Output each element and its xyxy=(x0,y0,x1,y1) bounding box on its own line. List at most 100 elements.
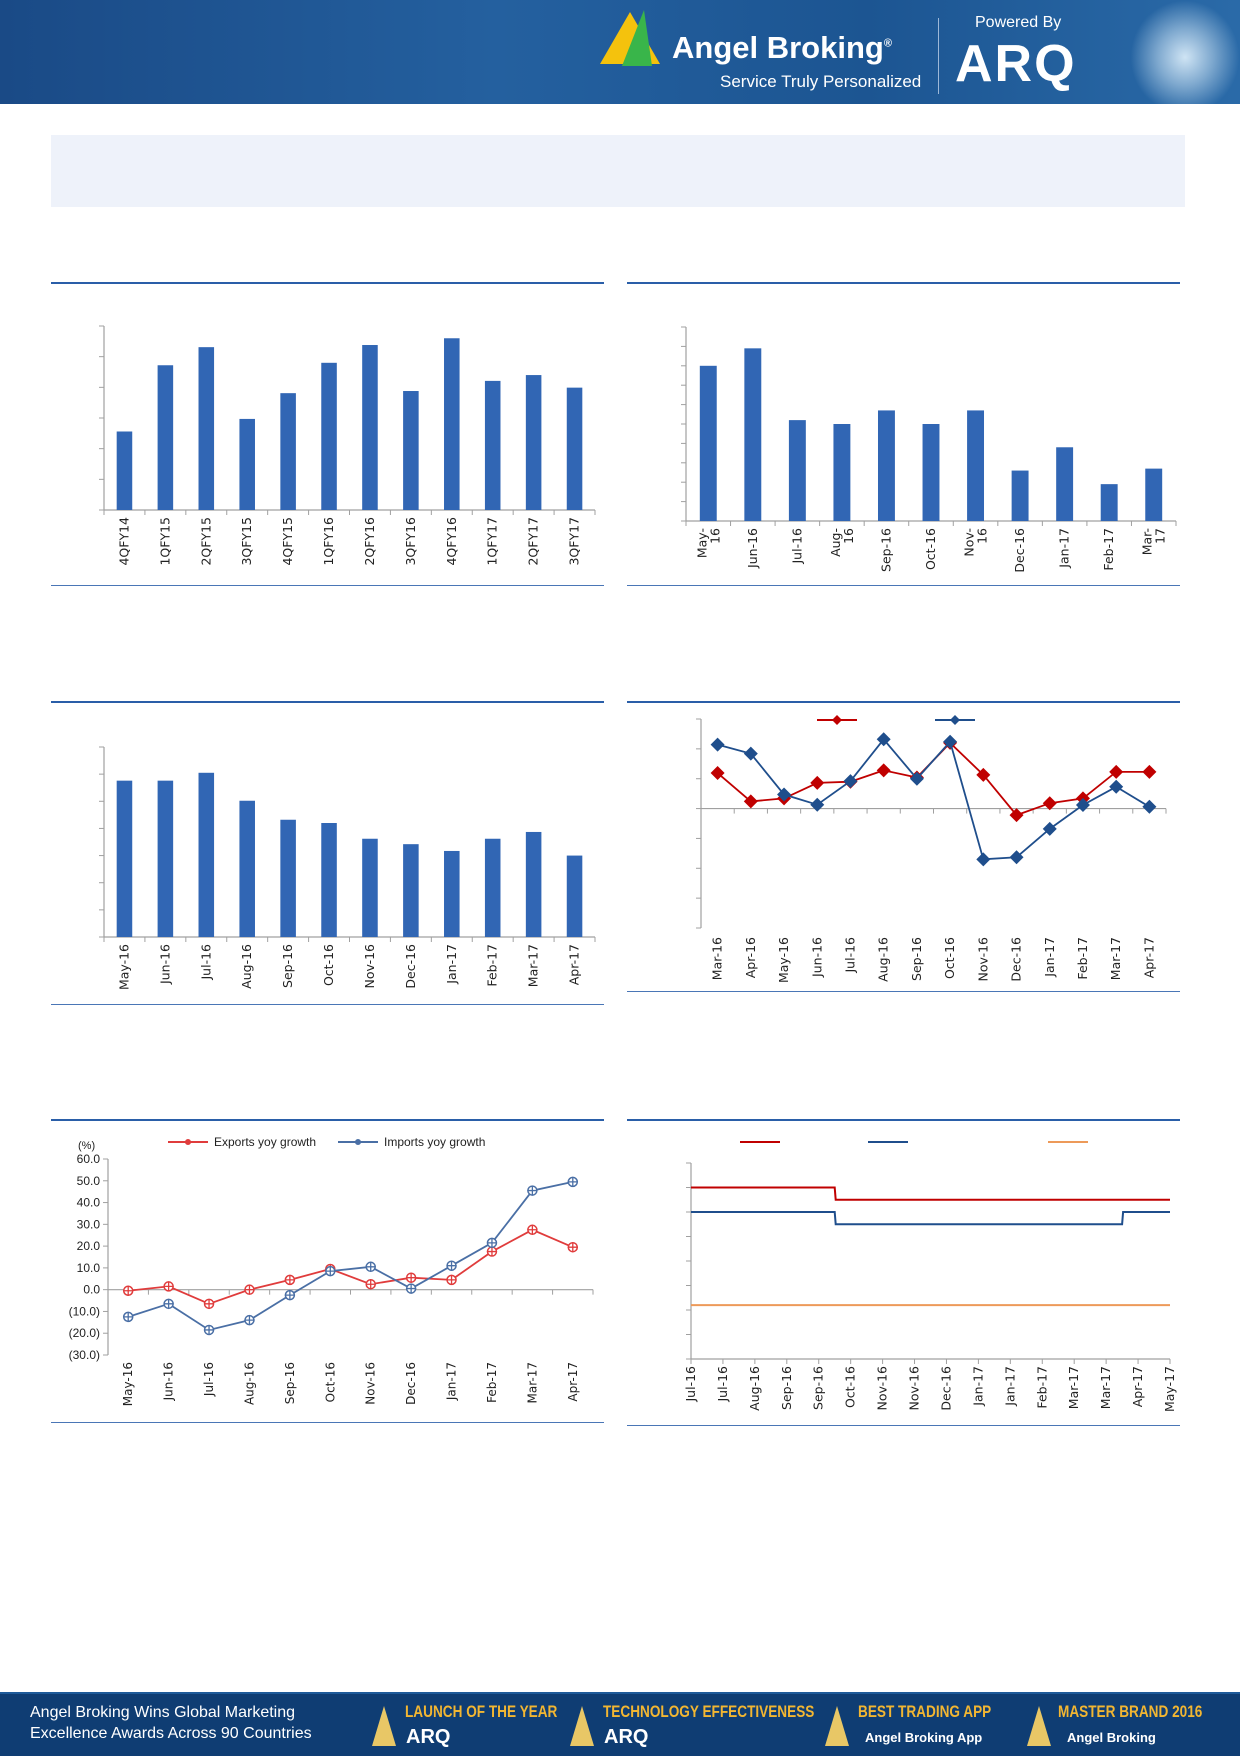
bar xyxy=(239,800,255,937)
x-tick-label: Aug-16 xyxy=(239,944,254,989)
x-tick-label: Oct-16 xyxy=(323,1362,337,1402)
data-point-diamond xyxy=(876,732,891,747)
x-tick-label: Sep-16 xyxy=(283,1362,297,1404)
data-point-cross xyxy=(527,1185,538,1196)
bar xyxy=(566,387,583,510)
bar xyxy=(788,420,806,521)
series-line xyxy=(127,1180,573,1331)
x-tick-label: Jan-17 xyxy=(1057,528,1072,569)
data-point-cross xyxy=(123,1311,134,1322)
bar xyxy=(116,431,133,510)
x-tick-label: Apr-17 xyxy=(1141,937,1156,978)
data-point-cross xyxy=(406,1272,417,1283)
bar xyxy=(116,780,133,937)
x-tick-label: May-16 xyxy=(694,528,722,558)
x-tick-label: Nov-16 xyxy=(364,1362,378,1405)
x-tick-label: Jan-17 xyxy=(445,1362,459,1401)
data-point-cross xyxy=(284,1290,295,1301)
x-tick-label: 3QFY17 xyxy=(567,517,582,566)
bar xyxy=(744,348,762,521)
data-point-cross xyxy=(365,1279,376,1290)
x-tick-label: Jul-16 xyxy=(842,937,857,974)
bar xyxy=(280,393,296,510)
panel-bottom-rule xyxy=(51,1004,604,1005)
x-tick-label: Oct-16 xyxy=(942,937,957,979)
y-tick-label: (30.0) xyxy=(69,1348,100,1362)
footer-text: Angel Broking Wins Global Marketing Exce… xyxy=(30,1702,312,1744)
x-tick-label: Dec-16 xyxy=(1009,937,1024,982)
legend-label: Exports yoy growth xyxy=(214,1135,316,1149)
legend-marker xyxy=(832,715,842,725)
x-tick-label: 4QFY14 xyxy=(116,517,131,566)
x-tick-label: 4QFY16 xyxy=(444,517,459,566)
data-point-diamond xyxy=(1009,850,1024,865)
panel-top-rule xyxy=(51,701,604,703)
data-point-diamond xyxy=(777,787,792,802)
bar xyxy=(1145,468,1163,521)
data-point-diamond xyxy=(743,746,758,761)
x-tick-label: Aug-16 xyxy=(828,528,856,557)
x-tick-label: Jun-16 xyxy=(745,528,760,569)
x-tick-label: Mar-17 xyxy=(1108,937,1123,980)
legend-marker xyxy=(185,1139,191,1145)
powered-by-label: Powered By xyxy=(975,14,1062,31)
x-tick-label: Jul-16 xyxy=(715,1366,730,1403)
x-tick-label: Sep-16 xyxy=(779,1366,794,1410)
data-point-diamond xyxy=(810,797,825,812)
x-tick-label: 1QFY15 xyxy=(157,517,172,566)
data-point-cross xyxy=(284,1274,295,1285)
bar xyxy=(321,823,337,937)
angel-logo-wing-icon xyxy=(622,10,652,66)
y-tick-label: 10.0 xyxy=(77,1261,101,1275)
data-point-diamond xyxy=(810,775,825,790)
x-tick-label: 1QFY16 xyxy=(321,517,336,566)
x-tick-label: 2QFY17 xyxy=(526,517,541,566)
x-tick-label: 4QFY15 xyxy=(280,517,295,566)
award-title: BEST TRADING APP xyxy=(858,1702,992,1721)
data-point-cross xyxy=(244,1284,255,1295)
panel-top-rule xyxy=(627,1119,1180,1121)
x-tick-label: Aug-16 xyxy=(242,1362,256,1405)
x-tick-label: Sep-16 xyxy=(909,937,924,981)
data-point-diamond xyxy=(943,734,958,749)
x-tick-label: 3QFY15 xyxy=(239,517,254,566)
legend-marker xyxy=(950,715,960,725)
y-tick-label: (10.0) xyxy=(69,1304,100,1318)
data-point-cross xyxy=(446,1260,457,1271)
bar xyxy=(362,345,378,510)
data-point-diamond xyxy=(976,852,991,867)
bar xyxy=(157,780,174,937)
bar xyxy=(157,365,174,510)
bar xyxy=(403,844,419,937)
x-tick-label: May-16 xyxy=(121,1362,135,1406)
bar xyxy=(967,410,985,521)
award-title: TECHNOLOGY EFFECTIVENESS xyxy=(603,1702,815,1721)
panel-bottom-rule xyxy=(627,991,1180,992)
x-tick-label: Jan-17 xyxy=(1042,937,1057,978)
arq-logo: ARQ xyxy=(955,35,1077,93)
bar xyxy=(198,772,215,937)
x-tick-label: Sep-16 xyxy=(878,528,893,572)
x-tick-label: Sep-16 xyxy=(811,1366,826,1410)
bar xyxy=(525,375,542,510)
data-point-cross xyxy=(204,1324,215,1335)
x-tick-label: May-16 xyxy=(116,944,131,990)
bar xyxy=(833,424,851,521)
panel-bottom-rule xyxy=(51,1422,604,1423)
x-tick-label: Feb-17 xyxy=(1101,528,1116,571)
bar xyxy=(525,831,542,937)
data-point-diamond xyxy=(710,737,725,752)
bar xyxy=(321,362,337,510)
data-point-diamond xyxy=(1042,796,1057,811)
y-tick-label: 20.0 xyxy=(77,1239,101,1253)
x-tick-label: 2QFY15 xyxy=(198,517,213,566)
series-line xyxy=(691,1211,1170,1226)
x-tick-label: Feb-17 xyxy=(485,1362,499,1403)
bar xyxy=(239,418,255,510)
bar xyxy=(403,391,419,510)
bar xyxy=(1056,447,1074,521)
data-point-diamond xyxy=(1042,821,1057,836)
panel-bottom-rule xyxy=(51,585,604,586)
x-tick-label: Nov-16 xyxy=(962,528,990,557)
